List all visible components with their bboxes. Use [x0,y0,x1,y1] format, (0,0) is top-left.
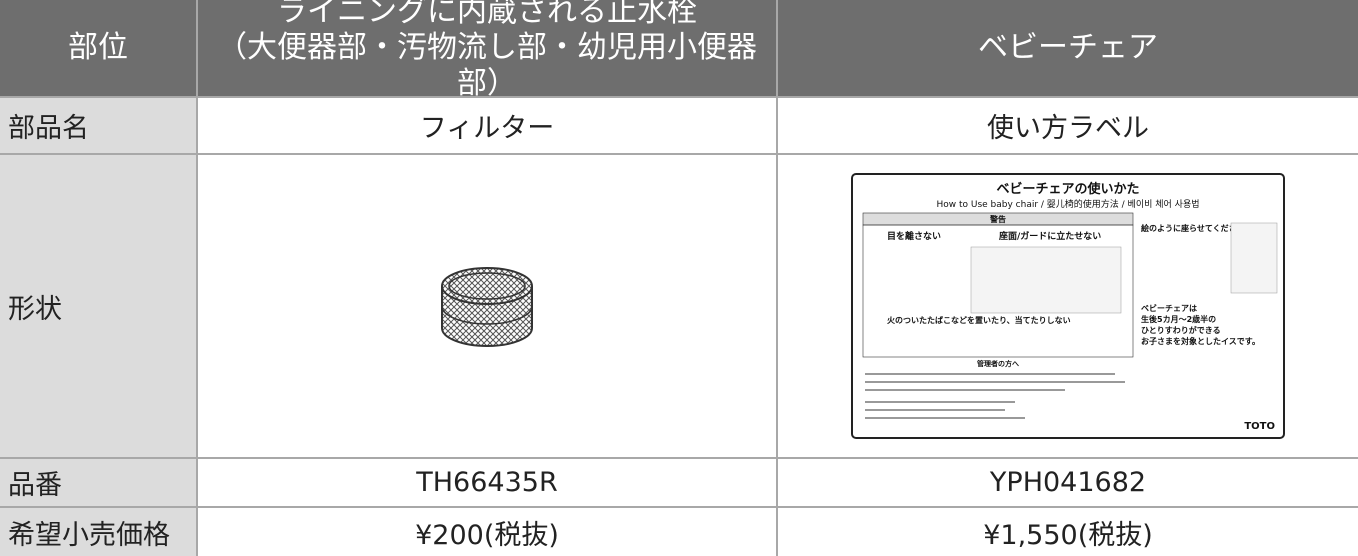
cell: ベビーチェアの使いかた How to Use baby chair / 婴儿椅的… [778,155,1358,457]
header-text: ライニングに内蔵される止水栓 [277,0,697,29]
row-label: 希望小売価格 [0,508,196,556]
header-text: 部位 [68,30,128,65]
label-text: 警告 [989,214,1006,224]
cell: ¥1,550(税抜) [778,508,1358,556]
header-cell: 部位 [0,0,196,96]
label-text: 管理者の方へ [977,359,1019,368]
label-text: 座面/ガードに立たせない [998,230,1101,242]
label-subtitle: How to Use baby chair / 婴儿椅的使用方法 / 베이비 체… [936,198,1199,210]
usage-label-image: ベビーチェアの使いかた How to Use baby chair / 婴儿椅的… [851,173,1285,439]
cell: YPH041682 [778,459,1358,506]
cell [198,155,776,457]
label-text: 絵のように座らせてください。 [1141,223,1253,233]
header-text: （大便器部・汚物流し部・幼児用小便器部） [217,30,757,101]
cell: フィルター [198,98,776,153]
label-text: ベビーチェアは [1141,303,1197,313]
header-cell: ライニングに内蔵される止水栓 （大便器部・汚物流し部・幼児用小便器部） [198,0,776,101]
label-text: 火のついたたばこなどを置いたり、当てたりしない [887,315,1071,325]
cell: ¥200(税抜) [198,508,776,556]
row-label: 部品名 [0,98,196,153]
label-text: 生後5カ月～2歳半の [1141,314,1216,324]
cell: 使い方ラベル [778,98,1358,153]
header-text: ベビーチェア [978,30,1158,65]
filter-image [441,267,533,347]
label-title: ベビーチェアの使いかた [996,181,1139,197]
label-brand: TOTO [1244,421,1275,432]
label-text: 目を離さない [887,230,941,242]
row-label: 品番 [0,459,196,506]
label-text: お子さまを対象としたイスです。 [1141,336,1260,346]
header-cell: ベビーチェア [778,0,1358,96]
cell: TH66435R [198,459,776,506]
row-label: 形状 [0,155,196,457]
label-text: ひとりすわりができる [1141,325,1221,335]
